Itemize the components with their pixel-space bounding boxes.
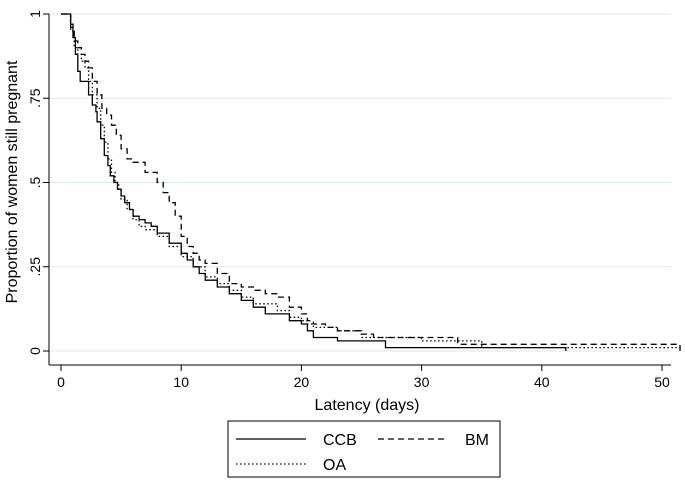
x-axis-title: Latency (days) xyxy=(315,397,420,414)
x-tick-label-4: 40 xyxy=(534,374,550,390)
x-tick-label-3: 30 xyxy=(414,374,430,390)
y-tick-label-2: .5 xyxy=(27,176,43,188)
x-tick-label-0: 0 xyxy=(57,374,65,390)
series-line-bm xyxy=(61,13,681,351)
y-axis-title: Proportion of women still pregnant xyxy=(4,60,21,303)
series-line-ccb xyxy=(61,13,567,351)
legend-label-ccb: CCB xyxy=(323,432,357,449)
series-lines xyxy=(61,13,681,351)
series-line-oa xyxy=(61,13,681,351)
y-ticks: 0 .25 .5 .75 1 xyxy=(27,10,49,355)
x-tick-label-1: 10 xyxy=(173,374,189,390)
legend: CCB BM OA xyxy=(227,420,501,478)
x-ticks: 0 10 20 30 40 50 xyxy=(57,365,670,390)
legend-label-oa: OA xyxy=(323,457,346,474)
legend-box xyxy=(227,420,501,478)
y-tick-label-4: 1 xyxy=(27,10,43,18)
x-tick-label-2: 20 xyxy=(294,374,310,390)
y-tick-label-1: .25 xyxy=(27,257,43,277)
x-tick-label-5: 50 xyxy=(654,374,670,390)
gridlines xyxy=(49,13,671,352)
legend-label-bm: BM xyxy=(465,432,489,449)
y-tick-label-3: .75 xyxy=(27,88,43,108)
y-tick-label-0: 0 xyxy=(27,347,43,355)
